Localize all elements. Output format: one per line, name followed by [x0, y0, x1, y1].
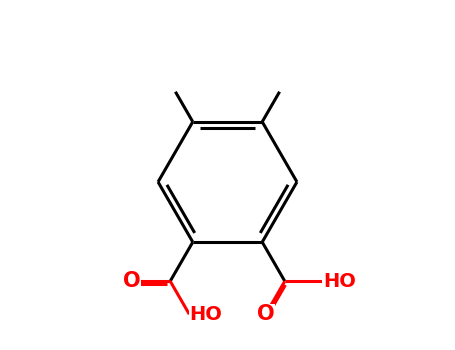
- Text: O: O: [257, 304, 274, 324]
- Text: HO: HO: [323, 272, 356, 291]
- Text: HO: HO: [189, 305, 222, 324]
- Text: O: O: [123, 271, 141, 291]
